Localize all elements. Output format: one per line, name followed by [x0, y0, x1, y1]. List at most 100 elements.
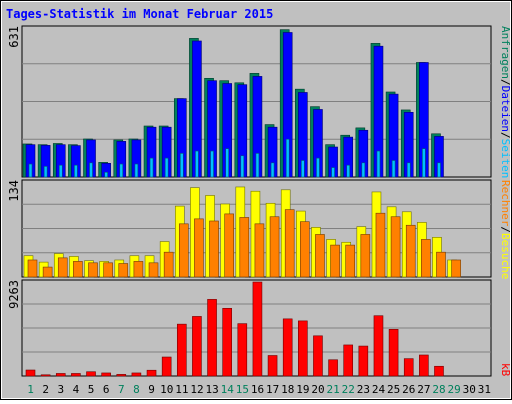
requests-seiten-bar-day-11	[179, 153, 184, 178]
kb-kb-bar-day-27	[419, 354, 429, 377]
requests-seiten-bar-day-17	[270, 162, 275, 178]
panel1-max-label: 631	[7, 26, 21, 48]
requests-seiten-bar-day-20	[316, 157, 320, 178]
kb-kb-bar-day-22	[343, 344, 354, 377]
legend-entry: kB	[499, 363, 512, 377]
visits-rechner-bar-day-18	[284, 209, 295, 278]
day-label-14: 14	[221, 383, 235, 396]
day-label-22: 22	[342, 383, 355, 396]
day-label-25: 25	[387, 383, 400, 396]
kb-kb-bar-day-13	[207, 299, 217, 377]
day-label-6: 6	[103, 383, 110, 396]
kb-kb-bar-day-20	[313, 335, 323, 377]
day-label-4: 4	[73, 383, 80, 396]
kb-kb-bar-day-21	[328, 359, 338, 377]
visits-rechner-bar-day-19	[300, 221, 310, 278]
visits-rechner-bar-day-9	[148, 262, 159, 278]
kb-kb-bar-day-18	[282, 318, 293, 377]
requests-seiten-bar-day-22	[346, 164, 351, 178]
panel2-max-label: 134	[7, 180, 21, 202]
kb-kb-bar-day-7	[116, 374, 127, 377]
day-label-13: 13	[205, 383, 218, 396]
day-label-1: 1	[27, 383, 34, 396]
kb-kb-bar-day-14	[222, 308, 232, 377]
day-label-30: 30	[463, 383, 476, 396]
visits-rechner-bar-day-3	[57, 257, 68, 278]
chart-title: Tages-Statistik im Monat Februar 2015	[6, 7, 273, 21]
day-label-24: 24	[372, 383, 386, 396]
chart-panels	[21, 25, 492, 377]
requests-seiten-bar-day-26	[406, 162, 411, 178]
kb-kb-bar-day-15	[237, 323, 248, 377]
legend-entry: Dateien	[499, 86, 512, 132]
day-label-23: 23	[357, 383, 370, 396]
day-label-16: 16	[251, 383, 264, 396]
day-label-29: 29	[448, 383, 461, 396]
requests-seiten-bar-day-23	[361, 162, 366, 178]
kb-kb-bar-day-19	[298, 320, 308, 377]
visits-rechner-bar-day-21	[330, 244, 340, 278]
day-label-20: 20	[311, 383, 324, 396]
day-label-11: 11	[175, 383, 188, 396]
visits-rechner-bar-day-28	[436, 251, 446, 278]
kb-kb-bar-day-3	[55, 373, 66, 377]
legend-entry: /	[499, 79, 512, 86]
legend-entry: Anfragen	[499, 26, 512, 79]
visits-rechner-bar-day-11	[178, 223, 189, 278]
day-label-19: 19	[296, 383, 309, 396]
visits-rechner-bar-day-29	[451, 259, 461, 278]
visits-rechner-bar-day-15	[239, 217, 250, 278]
requests-seiten-bar-day-15	[240, 155, 245, 178]
day-label-21: 21	[327, 383, 340, 396]
kb-kb-bar-day-9	[146, 369, 157, 377]
visits-rechner-bar-day-10	[163, 251, 174, 278]
day-label-17: 17	[266, 383, 279, 396]
day-label-8: 8	[133, 383, 140, 396]
requests-seiten-bar-day-3	[58, 164, 63, 178]
visits-rechner-bar-day-23	[360, 234, 371, 278]
legend-kb: kB	[499, 363, 512, 377]
requests-seiten-bar-day-25	[391, 160, 396, 178]
requests-seiten-bar-day-2	[43, 166, 48, 178]
requests-seiten-bar-day-28	[437, 162, 441, 178]
kb-kb-bar-day-10	[161, 356, 172, 377]
legend-entry: /	[499, 226, 512, 233]
requests-seiten-bar-day-16	[255, 153, 260, 178]
kb-kb-bar-day-11	[176, 323, 187, 377]
requests-seiten-bar-day-19	[301, 160, 305, 178]
requests-seiten-bar-day-13	[210, 150, 214, 178]
legend-entry: /	[499, 132, 512, 139]
visits-rechner-bar-day-4	[73, 261, 83, 278]
kb-kb-bar-day-12	[192, 316, 202, 377]
visits-rechner-bar-day-17	[269, 216, 280, 278]
requests-seiten-bar-day-14	[225, 148, 229, 178]
visits-rechner-bar-day-24	[375, 212, 386, 278]
day-label-5: 5	[88, 383, 95, 396]
day-label-28: 28	[432, 383, 445, 396]
kb-kb-bar-day-26	[403, 358, 414, 377]
requests-seiten-bar-day-8	[134, 163, 139, 178]
visits-rechner-bar-day-8	[133, 261, 144, 278]
kb-kb-bar-day-17	[267, 355, 278, 377]
kb-kb-bar-day-23	[358, 345, 369, 377]
requests-seiten-bar-day-10	[164, 157, 169, 178]
requests-seiten-bar-day-6	[104, 171, 108, 178]
legend-requests-files-pages: Anfragen/Dateien/Seiten	[499, 26, 512, 178]
day-axis-labels: 1 2 3 4 5 6 7 8 9 10 11 12 13 14 15 16 17 18 19 20 21 22 23 24 2…	[27, 383, 491, 396]
kb-kb-bar-day-8	[131, 372, 142, 377]
visits-rechner-bar-day-7	[118, 263, 129, 278]
kb-kb-bar-day-4	[71, 373, 81, 377]
requests-seiten-bar-day-7	[119, 163, 124, 178]
day-label-2: 2	[42, 383, 49, 396]
day-label-7: 7	[118, 383, 125, 396]
visits-rechner-bar-day-5	[88, 262, 98, 278]
panel3-max-label: 9263	[7, 280, 21, 309]
kb-kb-bar-day-5	[86, 371, 96, 377]
legend-hosts-visits: Rechner/Besuche	[499, 180, 512, 279]
day-label-3: 3	[58, 383, 65, 396]
kb-kb-bar-day-1	[25, 369, 36, 377]
requests-seiten-bar-day-21	[331, 167, 335, 178]
visits-rechner-bar-day-25	[390, 216, 401, 278]
